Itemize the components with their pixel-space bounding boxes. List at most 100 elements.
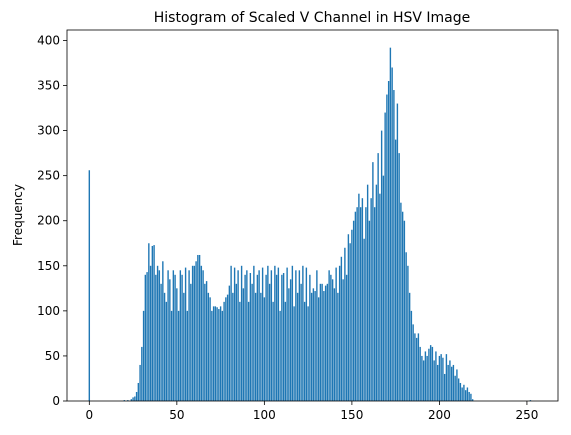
- bar: [261, 267, 264, 401]
- bar: [317, 297, 320, 401]
- bar: [277, 267, 280, 401]
- x-tick-label: 0: [85, 408, 93, 422]
- bar: [457, 378, 460, 401]
- x-tick-label: 200: [428, 408, 451, 422]
- bar: [302, 265, 304, 401]
- bar: [305, 267, 308, 401]
- bar: [123, 400, 126, 401]
- bar: [386, 94, 388, 401]
- bar: [205, 281, 208, 401]
- bar: [321, 283, 323, 401]
- bar: [431, 346, 434, 401]
- bar: [393, 90, 395, 401]
- x-tick-label: 150: [340, 408, 363, 422]
- chart-title: Histogram of Scaled V Channel in HSV Ima…: [154, 10, 470, 26]
- bar: [207, 292, 210, 401]
- bar: [340, 256, 343, 401]
- bar: [407, 265, 409, 401]
- bar: [181, 274, 183, 401]
- bar: [396, 103, 399, 401]
- bar: [282, 273, 285, 401]
- bar: [204, 283, 206, 401]
- bar: [365, 207, 367, 401]
- bar: [394, 139, 397, 401]
- bar: [149, 265, 152, 401]
- bar: [127, 400, 129, 401]
- bar: [235, 283, 238, 401]
- bar: [443, 373, 446, 401]
- y-tick-label: 250: [37, 169, 60, 183]
- bar: [291, 265, 294, 401]
- bar: [256, 274, 259, 401]
- bar: [169, 279, 171, 401]
- bar: [468, 391, 470, 401]
- y-tick-label: 50: [45, 349, 60, 363]
- bar: [363, 238, 365, 401]
- bar: [356, 207, 358, 401]
- bar: [351, 229, 353, 401]
- bar: [335, 267, 337, 401]
- bar: [349, 243, 351, 401]
- bar: [326, 283, 329, 401]
- plot-frame: [66, 29, 559, 402]
- bar: [421, 355, 423, 401]
- bar: [422, 360, 425, 401]
- bar: [188, 270, 190, 401]
- bar: [190, 283, 192, 401]
- bar: [219, 306, 222, 401]
- bar: [380, 130, 383, 401]
- bar: [373, 207, 376, 401]
- bar: [466, 387, 469, 401]
- bar: [447, 364, 449, 401]
- bar: [211, 310, 213, 401]
- bar: [195, 261, 197, 401]
- bar: [344, 247, 346, 401]
- bar: [172, 270, 175, 401]
- bar: [139, 364, 141, 401]
- y-tick-label: 150: [37, 259, 60, 273]
- bar: [221, 310, 224, 401]
- bar: [464, 390, 467, 401]
- bar: [167, 270, 169, 401]
- bar: [158, 270, 161, 401]
- bar: [314, 291, 316, 401]
- bar: [258, 270, 260, 401]
- bar: [155, 274, 157, 401]
- bar: [384, 112, 386, 401]
- bar: [212, 306, 215, 401]
- bar: [417, 333, 420, 401]
- bar: [307, 306, 309, 401]
- bar: [163, 292, 166, 401]
- bar: [379, 193, 381, 401]
- bar: [438, 355, 441, 401]
- bar: [387, 81, 390, 402]
- bar: [237, 270, 239, 401]
- bar: [286, 267, 288, 401]
- bar: [223, 301, 225, 401]
- bar: [228, 285, 231, 401]
- bar: [401, 211, 404, 401]
- bar: [200, 265, 203, 401]
- bar: [414, 333, 416, 401]
- bar: [251, 283, 253, 401]
- bar: [456, 369, 458, 401]
- bar: [471, 399, 474, 401]
- bar: [232, 292, 234, 401]
- bar: [193, 265, 196, 401]
- bar: [410, 310, 413, 401]
- bar: [415, 337, 418, 401]
- bar: [191, 265, 194, 401]
- bar: [244, 274, 246, 401]
- bar: [197, 254, 199, 401]
- bar: [288, 288, 290, 401]
- y-axis-label: Frequency: [11, 184, 25, 246]
- bar: [324, 285, 327, 401]
- bar: [366, 184, 369, 401]
- bar: [134, 396, 136, 401]
- bar: [218, 309, 220, 401]
- bar: [370, 198, 372, 401]
- bar: [239, 301, 241, 401]
- bar: [359, 207, 362, 401]
- bar: [88, 170, 91, 401]
